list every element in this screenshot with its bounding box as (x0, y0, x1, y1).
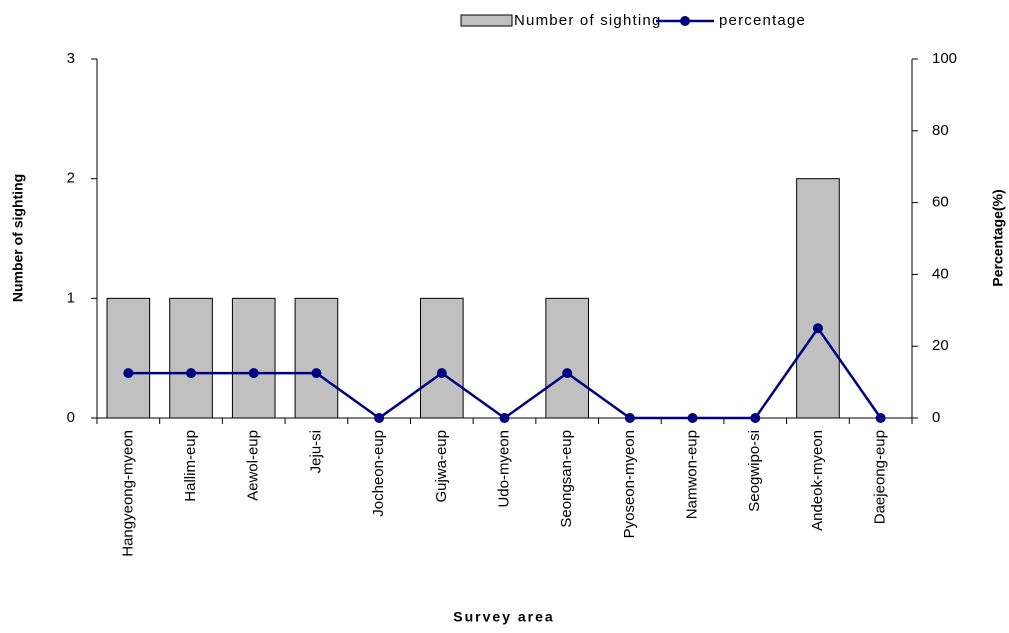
x-tick-label: Pyoseon-myeon (621, 430, 638, 538)
line-marker (186, 368, 197, 379)
legend-label: percentage (719, 12, 806, 29)
x-tick-label: Seongsan-eup (558, 430, 575, 528)
x-tick-label: Hangyeong-myeon (119, 430, 136, 557)
x-tick-label: Udo-myeon (495, 430, 512, 508)
line-marker (499, 413, 510, 423)
line-marker (248, 368, 259, 379)
x-tick-label: Jocheon-eup (370, 430, 387, 517)
x-tick-label: Namwon-eup (684, 430, 701, 519)
line-marker (123, 368, 134, 379)
bar (545, 297, 590, 419)
bar (231, 297, 276, 419)
legend-marker (680, 16, 690, 26)
line-marker (624, 413, 635, 423)
y-axis-title: Number of sighting (10, 174, 26, 302)
line-marker (562, 368, 573, 379)
y2-tick-label: 40 (932, 265, 949, 282)
x-tick-label: Jeju-si (307, 430, 324, 473)
x-tick-label: Aewol-eup (245, 430, 262, 501)
x-tick-label: Seogwipo-si (746, 430, 763, 512)
y2-tick-label: 20 (932, 337, 949, 354)
y-tick-label: 3 (67, 50, 75, 67)
line-marker (311, 368, 322, 379)
line-marker (812, 323, 823, 334)
x-axis-title: Survey area (453, 609, 554, 625)
y2-tick-label: 100 (932, 50, 957, 67)
x-tick-label: Andeok-myeon (809, 430, 826, 531)
y2-tick-label: 80 (932, 122, 949, 139)
line-marker (436, 368, 447, 379)
legend-label: Number of sighting (514, 12, 662, 29)
x-tick-label: Daejeong-eup (872, 430, 889, 524)
y2-axis-title: Percentage(%) (990, 189, 1006, 286)
y2-tick-label: 60 (932, 194, 949, 211)
bar (294, 297, 339, 419)
x-tick-label: Hallim-eup (182, 430, 199, 502)
bar (796, 178, 840, 419)
y-tick-label: 1 (67, 289, 75, 306)
y-tick-label: 0 (67, 409, 75, 426)
x-tick-label: Gujwa-eup (433, 430, 450, 503)
y2-tick-label: 0 (932, 409, 940, 426)
bar (419, 297, 464, 419)
line-marker (750, 413, 761, 423)
bar (106, 297, 151, 419)
y-tick-label: 2 (67, 170, 75, 187)
line-marker (374, 413, 385, 423)
line-marker (875, 413, 886, 423)
bar (169, 297, 213, 419)
legend-swatch (460, 14, 513, 27)
line-marker (687, 413, 698, 423)
